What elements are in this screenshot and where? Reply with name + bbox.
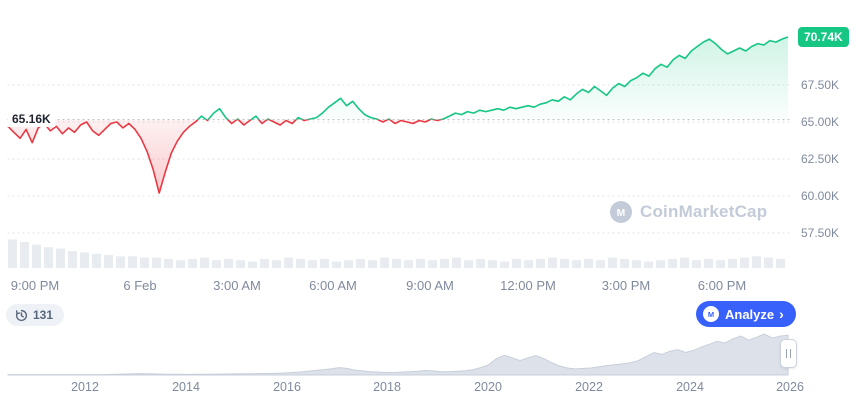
analyze-label: Analyze bbox=[725, 306, 775, 322]
minimap-year-label: 2018 bbox=[373, 380, 401, 394]
svg-text:M: M bbox=[708, 310, 714, 319]
analyze-button[interactable]: M Analyze › bbox=[696, 301, 796, 327]
y-axis-label: 60.00K bbox=[801, 189, 840, 203]
current-price-badge: 70.74K bbox=[798, 27, 849, 48]
x-axis-label: 6:00 PM bbox=[697, 278, 747, 293]
minimap-year-label: 2022 bbox=[575, 380, 603, 394]
history-count: 131 bbox=[33, 308, 54, 322]
x-axis: 9:00 PM 6 Feb 3:00 AM 6:00 AM 9:00 AM 12:00 P… bbox=[0, 272, 800, 296]
svg-text:M: M bbox=[617, 208, 626, 219]
x-axis-label: 3:00 AM bbox=[213, 278, 261, 293]
y-axis-label: 65.00K bbox=[801, 115, 840, 129]
x-axis-label: 9:00 PM bbox=[10, 278, 60, 293]
baseline-price-label: 65.16K bbox=[8, 110, 55, 127]
x-axis-label: 12:00 PM bbox=[500, 278, 556, 293]
history-clock-icon bbox=[15, 309, 28, 321]
chevron-right-icon: › bbox=[779, 306, 784, 322]
x-axis-label: 6:00 AM bbox=[309, 278, 357, 293]
y-axis-label: 67.50K bbox=[801, 78, 840, 92]
minimap-year-label: 2016 bbox=[273, 380, 301, 394]
history-count-badge[interactable]: 131 bbox=[6, 304, 65, 326]
coinmarketcap-logo-icon: M bbox=[703, 306, 719, 322]
price-chart[interactable]: 65.16K M CoinMarketCap 70.74K 67.50K 65.0… bbox=[0, 0, 860, 270]
timeline-minimap[interactable] bbox=[0, 330, 860, 377]
watermark: M CoinMarketCap bbox=[610, 201, 767, 223]
minimap-year-label: 2026 bbox=[776, 380, 804, 394]
x-axis-label: 6 Feb bbox=[123, 278, 157, 293]
minimap-year-label: 2020 bbox=[474, 380, 502, 394]
y-axis: 70.74K 67.50K 65.00K 62.50K 60.00K 57.50K bbox=[797, 0, 860, 270]
price-chart-svg[interactable] bbox=[0, 0, 800, 270]
watermark-text: CoinMarketCap bbox=[640, 202, 768, 221]
minimap-year-label: 2012 bbox=[71, 380, 99, 394]
minimap-year-label: 2014 bbox=[172, 380, 200, 394]
minimap-year-label: 2024 bbox=[676, 380, 704, 394]
x-axis-label: 9:00 AM bbox=[406, 278, 454, 293]
coinmarketcap-logo-icon: M bbox=[610, 201, 632, 223]
minimap-year-axis: 2012 2014 2016 2018 2020 2022 2024 2026 bbox=[0, 380, 860, 400]
y-axis-label: 57.50K bbox=[801, 226, 840, 240]
minimap-resize-handle[interactable] bbox=[780, 339, 797, 368]
x-axis-label: 3:00 PM bbox=[601, 278, 651, 293]
y-axis-label: 62.50K bbox=[801, 152, 840, 166]
minimap-area-svg[interactable] bbox=[0, 330, 800, 377]
